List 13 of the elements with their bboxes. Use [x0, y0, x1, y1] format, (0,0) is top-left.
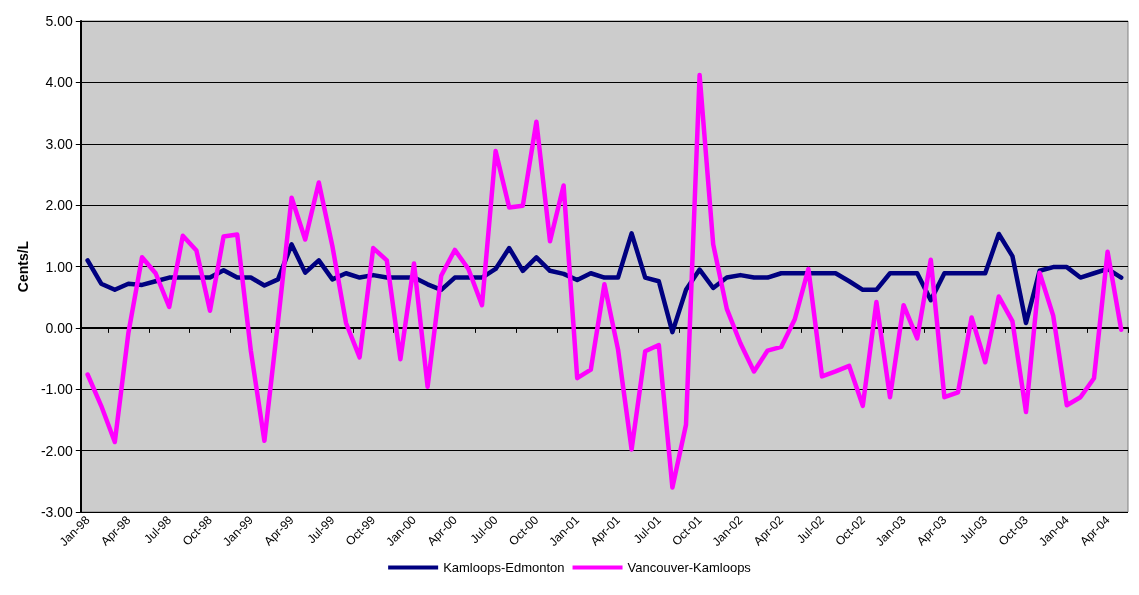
line-series — [85, 72, 1124, 490]
y-axis-title: Cents/L — [15, 240, 31, 293]
y-tick-label: -1.00 — [40, 381, 74, 398]
y-tick-label: 5.00 — [45, 13, 74, 29]
y-tick-label: 3.00 — [45, 135, 74, 152]
y-tick-label: 1.00 — [45, 258, 74, 275]
y-tick-label: -3.00 — [40, 504, 74, 520]
y-tick-label: 4.00 — [45, 74, 74, 91]
y-tick-label: 0.00 — [45, 319, 74, 336]
legend-label: Vancouver-Kamloops — [627, 560, 752, 575]
legend-label: Kamloops-Edmonton — [443, 560, 565, 575]
y-tick-label: -2.00 — [40, 442, 74, 459]
y-tick-label: 2.00 — [45, 197, 74, 214]
